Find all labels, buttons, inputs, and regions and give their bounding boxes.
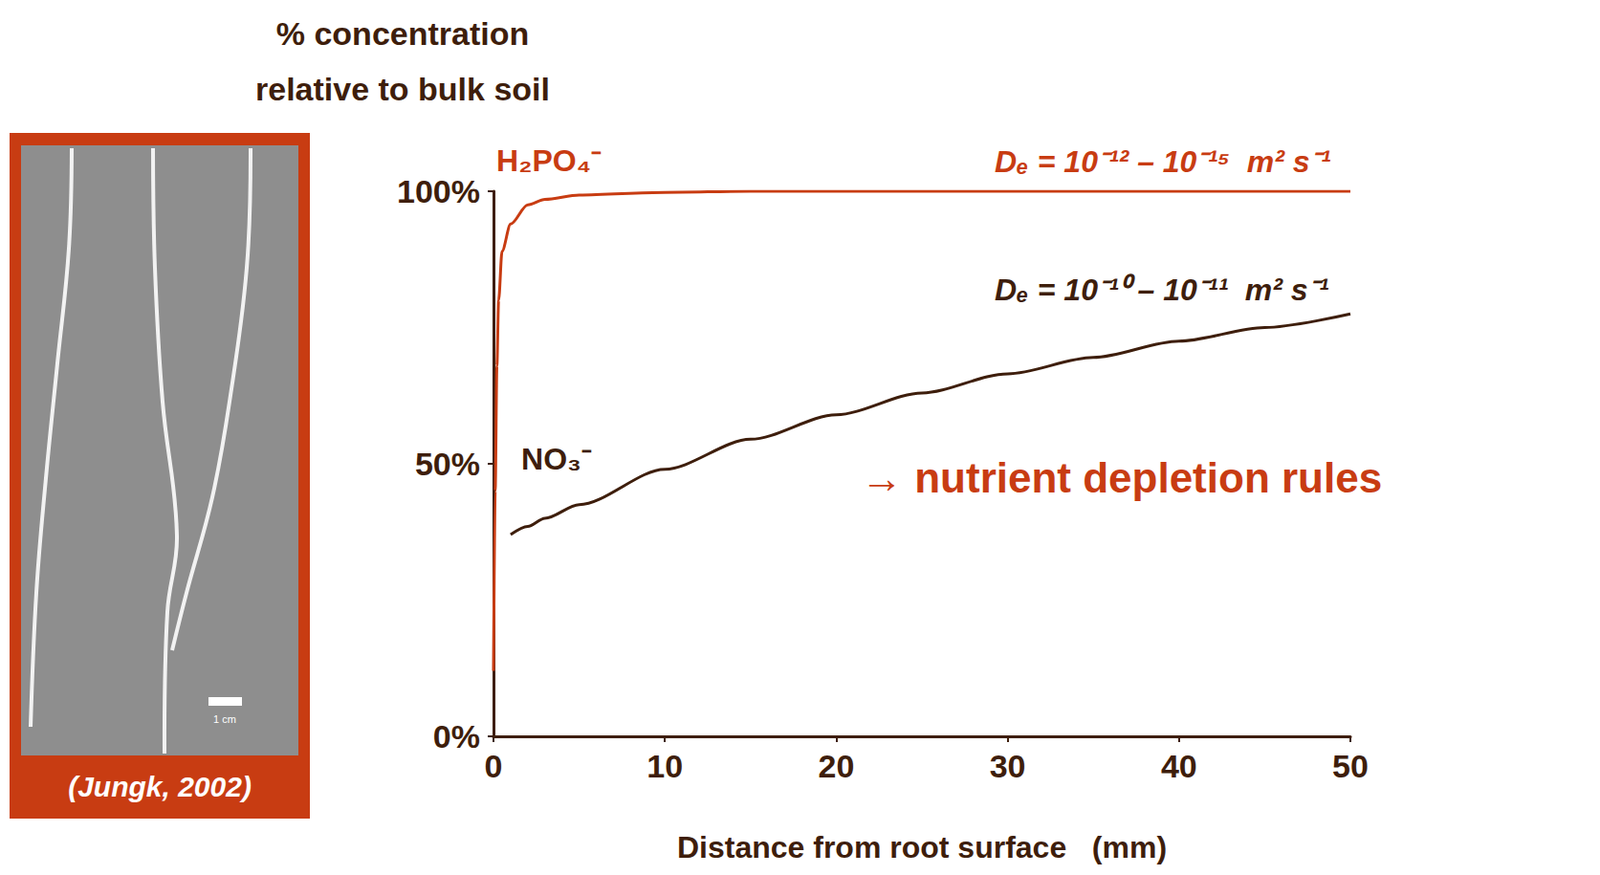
svg-text:Distance from root surface (: Distance from root surface (mm)	[677, 830, 1167, 865]
svg-text:relative to bulk soil: relative to bulk soil	[255, 70, 550, 108]
svg-text:1 cm: 1 cm	[213, 713, 237, 725]
svg-text:Dₑ = 10⁻¹⁰ – 10⁻¹¹ m² s⁻¹: Dₑ = 10⁻¹⁰ – 10⁻¹¹ m² s⁻¹	[994, 272, 1330, 307]
svg-text:10: 10	[646, 747, 683, 785]
svg-text:% concentration: % concentration	[276, 15, 529, 52]
svg-text:100%: 100%	[396, 173, 481, 210]
svg-text:→ nutrient depletion rules: → nutrient depletion rules	[860, 454, 1382, 502]
svg-text:H₂PO₄⁻: H₂PO₄⁻	[496, 143, 602, 178]
svg-text:30: 30	[989, 747, 1027, 785]
svg-text:Dₑ = 10⁻¹² – 10⁻¹⁵ m² s⁻¹: Dₑ = 10⁻¹² – 10⁻¹⁵ m² s⁻¹	[994, 144, 1332, 179]
svg-text:0: 0	[484, 747, 504, 785]
svg-text:NO₃⁻: NO₃⁻	[521, 441, 592, 477]
svg-text:20: 20	[817, 747, 855, 785]
svg-text:(Jungk, 2002): (Jungk, 2002)	[67, 770, 252, 803]
svg-text:50%: 50%	[415, 445, 481, 483]
svg-text:0%: 0%	[433, 718, 481, 755]
svg-text:50: 50	[1332, 747, 1369, 785]
svg-text:40: 40	[1161, 747, 1198, 785]
